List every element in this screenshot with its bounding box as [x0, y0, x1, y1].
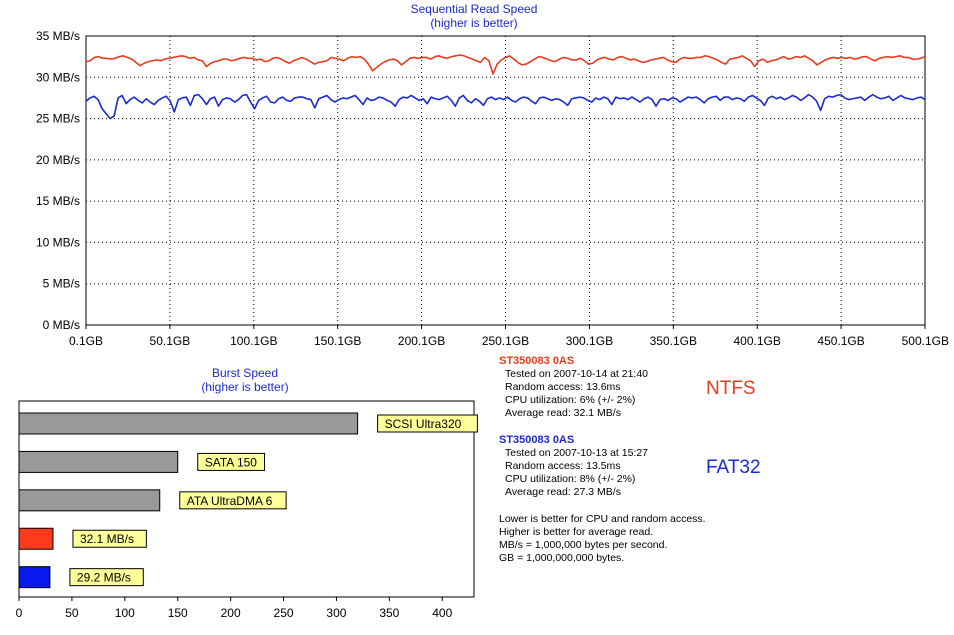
- footnotes: Lower is better for CPU and random acces…: [499, 513, 706, 565]
- cpu-utilization-fat32: CPU utilization: 8% (+/- 2%): [505, 473, 636, 485]
- sequential-read-chart: Sequential Read Speed(higher is better) 0…: [36, 2, 949, 348]
- cpu-utilization-ntfs: CPU utilization: 6% (+/- 2%): [505, 394, 636, 406]
- bar-x-tick-label: 100: [115, 606, 135, 620]
- x-tick-label: 150.1GB: [314, 334, 361, 348]
- tested-date-ntfs: Tested on 2007-10-14 at 21:40: [505, 368, 649, 380]
- burst-bar: [18, 527, 54, 550]
- x-tick-label: 50.1GB: [150, 334, 191, 348]
- y-tick-label: 20 MB/s: [36, 153, 80, 167]
- x-tick-label: 100.1GB: [230, 334, 277, 348]
- note-line: GB = 1,000,000,000 bytes.: [499, 552, 625, 564]
- drive-name-fat32: ST350083 0AS: [499, 434, 575, 446]
- bar-label-box: [72, 529, 147, 548]
- bar-label: 29.2 MB/s: [77, 571, 131, 585]
- x-tick-label: 450.1GB: [817, 334, 864, 348]
- tested-date-fat32: Tested on 2007-10-13 at 15:27: [505, 447, 649, 459]
- bar-x-tick-label: 350: [379, 606, 399, 620]
- series-line-ntfs: [85, 54, 926, 75]
- random-access-fat32: Random access: 13.5ms: [505, 460, 621, 472]
- bar-label-box: [197, 452, 266, 471]
- x-tick-label: 200.1GB: [398, 334, 445, 348]
- bar-label-box: [69, 568, 144, 587]
- bar-x-tick-label: 50: [65, 606, 79, 620]
- x-tick-label: 400.1GB: [734, 334, 781, 348]
- burst-bar: [18, 566, 51, 589]
- result-fat32: ST350083 0AS Tested on 2007-10-13 at 15:…: [499, 434, 648, 499]
- y-tick-label: 35 MB/s: [36, 29, 80, 43]
- y-tick-label: 10 MB/s: [36, 235, 80, 249]
- bar-label: SATA 150: [205, 455, 258, 469]
- fs-label-ntfs: NTFS: [706, 378, 756, 399]
- bar-label-box: [377, 414, 478, 433]
- burst-bar: [18, 412, 359, 435]
- line-chart-title: Sequential Read Speed: [411, 2, 538, 16]
- random-access-ntfs: Random access: 13.6ms: [505, 381, 621, 393]
- note-line: Lower is better for CPU and random acces…: [499, 513, 706, 525]
- x-tick-label: 0.1GB: [69, 334, 103, 348]
- bar-x-tick-label: 200: [221, 606, 241, 620]
- bar-chart-subtitle: (higher is better): [201, 380, 288, 394]
- y-tick-label: 25 MB/s: [36, 112, 80, 126]
- burst-speed-chart: Burst Speed(higher is better) SCSI Ultra3…: [16, 366, 478, 620]
- x-tick-label: 500.1GB: [902, 334, 949, 348]
- bar-x-tick-label: 250: [274, 606, 294, 620]
- result-ntfs: ST350083 0AS Tested on 2007-10-14 at 21:…: [499, 355, 648, 420]
- x-tick-label: 350.1GB: [650, 334, 697, 348]
- burst-bar: [18, 489, 161, 512]
- line-chart-subtitle: (higher is better): [430, 16, 517, 30]
- bar-x-tick-label: 300: [326, 606, 346, 620]
- bar-label: 32.1 MB/s: [80, 532, 134, 546]
- x-tick-label: 300.1GB: [566, 334, 613, 348]
- series-line-fat32: [85, 93, 926, 120]
- note-line: Higher is better for average read.: [499, 526, 654, 538]
- y-tick-label: 0 MB/s: [43, 318, 80, 332]
- y-tick-label: 30 MB/s: [36, 70, 80, 84]
- drive-name-ntfs: ST350083 0AS: [499, 355, 575, 367]
- y-tick-label: 5 MB/s: [43, 277, 80, 291]
- fs-label-fat32: FAT32: [706, 457, 761, 478]
- y-tick-label: 15 MB/s: [36, 194, 80, 208]
- note-line: MB/s = 1,000,000 bytes per second.: [499, 539, 668, 551]
- average-read-fat32: Average read: 27.3 MB/s: [505, 486, 621, 498]
- bar-x-tick-label: 400: [432, 606, 452, 620]
- bar-x-tick-label: 150: [168, 606, 188, 620]
- average-read-ntfs: Average read: 32.1 MB/s: [505, 407, 621, 419]
- bar-label: SCSI Ultra320: [385, 417, 462, 431]
- bar-label: ATA UltraDMA 6: [187, 494, 273, 508]
- bar-chart-title: Burst Speed: [212, 366, 278, 380]
- bar-x-tick-label: 0: [16, 606, 23, 620]
- x-tick-label: 250.1GB: [482, 334, 529, 348]
- bar-label-box: [179, 491, 287, 510]
- line-plot-frame: [85, 35, 926, 326]
- burst-bar: [18, 450, 179, 473]
